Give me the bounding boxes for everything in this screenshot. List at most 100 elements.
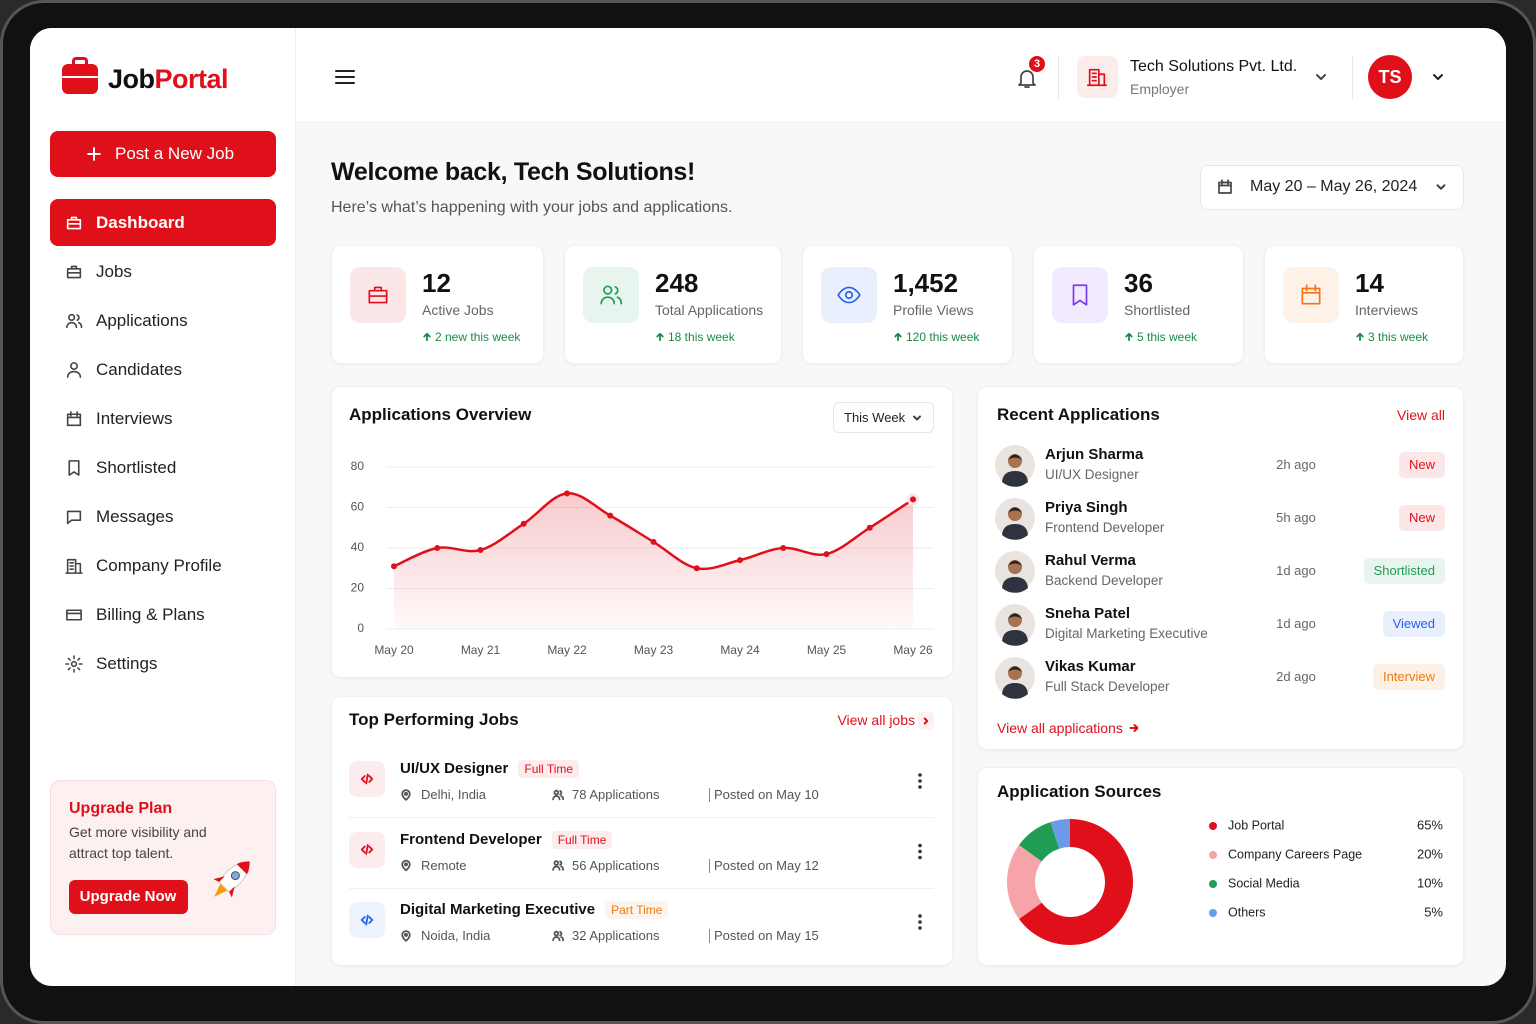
- view-all-jobs[interactable]: View all jobs: [837, 712, 915, 728]
- legend-marker: [1209, 822, 1217, 830]
- x-tick-label: May 22: [547, 643, 587, 657]
- stat-card: [331, 245, 544, 364]
- legend-marker: [1209, 880, 1217, 888]
- nav-item[interactable]: Interviews: [96, 409, 173, 428]
- applied-time: 1d ago: [1276, 616, 1316, 631]
- icon-shape: [1086, 68, 1108, 87]
- welcome-subtitle: Here’s what’s happening with your jobs a…: [331, 199, 733, 216]
- nav-item[interactable]: Applications: [96, 311, 188, 330]
- job-title[interactable]: Digital Marketing Executive: [400, 901, 596, 918]
- candidate-name[interactable]: Arjun Sharma: [1045, 446, 1144, 463]
- section-title: Top Performing Jobs: [349, 710, 519, 729]
- data-point: [866, 524, 873, 531]
- avatar-body: [1002, 524, 1028, 540]
- nav-item[interactable]: Shortlisted: [96, 458, 177, 477]
- filter-label[interactable]: This Week: [844, 410, 906, 425]
- icon-shape: [1316, 74, 1327, 81]
- candidate-name[interactable]: Sneha Patel: [1045, 605, 1131, 622]
- nav-item[interactable]: Messages: [96, 507, 174, 526]
- icon: [1086, 68, 1108, 87]
- upgrade-button-label[interactable]: Upgrade Now: [79, 888, 177, 905]
- view-all-applications[interactable]: View all applications: [997, 720, 1123, 736]
- job-posted: Posted on May 15: [709, 929, 819, 943]
- nav-item[interactable]: Company Profile: [96, 556, 222, 575]
- view-all-link[interactable]: View all: [1397, 407, 1445, 423]
- icon: [1129, 724, 1139, 732]
- notification-count[interactable]: 3: [1033, 58, 1041, 70]
- job-applications: 32 Applications: [572, 928, 660, 943]
- pie-slice: [1050, 819, 1070, 849]
- icon: [368, 286, 388, 304]
- data-point: [477, 547, 484, 554]
- icon: [66, 313, 83, 329]
- avatar-hair: [1008, 454, 1022, 460]
- candidate-role: Digital Marketing Executive: [1045, 626, 1208, 641]
- icon: [66, 411, 82, 427]
- icon-shape: [87, 147, 101, 161]
- nav-item[interactable]: Candidates: [96, 360, 183, 379]
- icon: [360, 773, 374, 785]
- candidate-role: Frontend Developer: [1045, 520, 1165, 535]
- avatar-hair: [1008, 666, 1022, 672]
- job-title[interactable]: UI/UX Designer: [400, 760, 509, 777]
- icon-shape: [923, 717, 929, 725]
- nav-active-bg[interactable]: [50, 199, 276, 246]
- candidate-role: UI/UX Designer: [1045, 467, 1139, 482]
- avatar-initials[interactable]: TS: [1378, 67, 1402, 87]
- brand-first: Job: [108, 64, 155, 94]
- candidate-name[interactable]: Rahul Verma: [1045, 552, 1136, 569]
- legend-label: Job Portal: [1228, 818, 1284, 832]
- stat-value: 36: [1124, 268, 1153, 298]
- icon: [656, 332, 664, 342]
- icon: [552, 860, 565, 871]
- welcome-title: Welcome back, Tech Solutions!: [331, 158, 696, 186]
- avatar-hair: [1008, 507, 1022, 513]
- y-tick-label: 0: [357, 621, 364, 635]
- date-range[interactable]: May 20 – May 26, 2024: [1250, 178, 1418, 195]
- upgrade-button[interactable]: [69, 880, 188, 914]
- icon-shape: [360, 914, 374, 926]
- nav-item[interactable]: Billing & Plans: [96, 605, 205, 624]
- date-picker[interactable]: [1200, 165, 1464, 210]
- nav-item[interactable]: Dashboard: [96, 213, 185, 232]
- rocket-window: [230, 871, 240, 881]
- icon-shape: [360, 773, 374, 785]
- company-icon-bg[interactable]: [1077, 56, 1118, 98]
- icon-shape: [401, 789, 411, 801]
- icon: [66, 609, 82, 621]
- data-point: [693, 565, 700, 572]
- icon-shape: [401, 859, 411, 872]
- icon-shape: [1433, 74, 1444, 81]
- pie-slice: [1019, 819, 1133, 945]
- candidate-name[interactable]: Vikas Kumar: [1045, 658, 1136, 675]
- stat-card: [802, 245, 1013, 364]
- data-point: [564, 490, 570, 497]
- icon-shape: [1301, 284, 1321, 305]
- icon: [65, 558, 83, 574]
- icon-shape: [66, 362, 82, 378]
- stat-change: 18 this week: [668, 330, 735, 344]
- icon-shape: [66, 609, 82, 621]
- icon: [1218, 179, 1232, 194]
- job-title[interactable]: Frontend Developer: [400, 830, 542, 848]
- logo-stripe: [62, 76, 98, 78]
- stat-icon-bg: [350, 267, 406, 323]
- filter-dropdown[interactable]: [833, 402, 934, 433]
- post-job-label[interactable]: Post a New Job: [115, 144, 235, 163]
- icon-shape: [66, 313, 83, 329]
- icon-shape: [552, 860, 565, 871]
- stat-label: Shortlisted: [1124, 302, 1191, 318]
- candidate-name[interactable]: Priya Singh: [1045, 499, 1128, 516]
- avatar-body: [1002, 471, 1028, 487]
- row-separator: [349, 887, 934, 889]
- icon-shape: [1218, 179, 1232, 194]
- icon-shape: [913, 415, 921, 421]
- nav-item[interactable]: Jobs: [96, 262, 132, 281]
- icon-shape: [1125, 332, 1133, 342]
- applied-time: 2d ago: [1276, 669, 1316, 684]
- recent-card: [977, 386, 1464, 750]
- company-name[interactable]: Tech Solutions Pvt. Ltd.: [1130, 58, 1298, 75]
- area: [394, 493, 913, 629]
- icon: [600, 285, 623, 305]
- nav-item[interactable]: Settings: [96, 654, 158, 673]
